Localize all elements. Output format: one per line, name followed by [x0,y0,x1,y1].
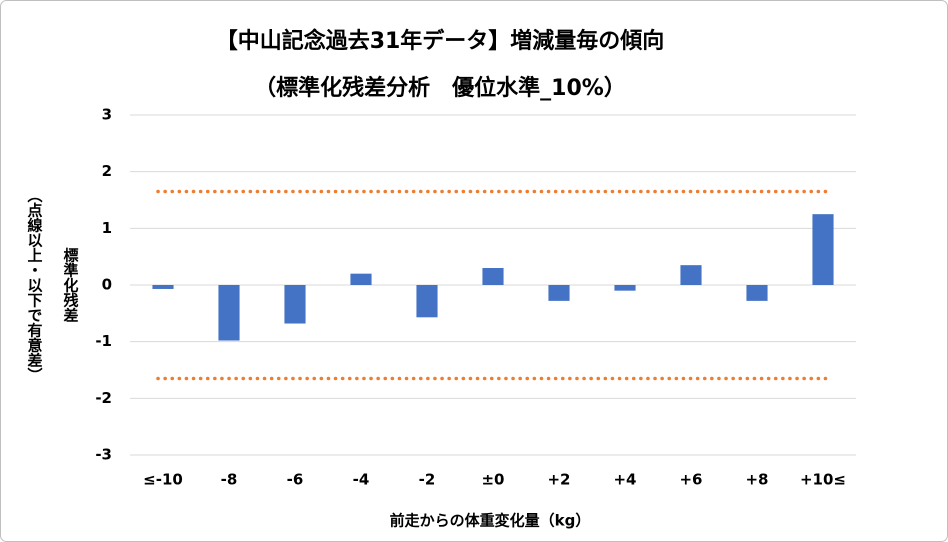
bar [680,265,702,285]
x-tick-label: +10≤ [800,471,846,489]
chart-title: 【中山記念過去31年データ】増減量毎の傾向 [216,28,665,54]
y-axis-note: （点線以上・以下で有意差） [26,188,44,383]
bar [614,285,636,291]
x-tick-label: ±0 [481,471,504,489]
bar [812,214,834,285]
chart-subtitle: （標準化残差分析 優位水準_10%） [254,75,626,101]
y-tick-label: 1 [102,219,112,237]
y-tick-label: 3 [102,106,112,124]
y-axis-label: 標準化残差 [62,247,80,323]
y-tick-label: 2 [102,162,112,180]
x-axis-label: 前走からの体重変化量（kg） [390,512,591,530]
bar [350,273,372,285]
bar [548,285,570,301]
x-tick-label: +8 [745,471,768,489]
x-tick-label: +6 [679,471,702,489]
bar [218,285,240,341]
x-tick-label: -8 [221,471,238,489]
x-tick-label: -6 [287,471,304,489]
y-tick-label: -3 [95,446,112,464]
x-tick-label: -2 [419,471,436,489]
bar [284,285,306,324]
x-tick-label: -4 [353,471,370,489]
bar [482,268,504,285]
y-tick-label: -2 [95,389,112,407]
bar [152,285,174,289]
bar [746,285,768,301]
x-tick-label: ≤-10 [143,471,183,489]
y-tick-label: -1 [95,332,112,350]
x-tick-label: +2 [547,471,570,489]
y-tick-label: 0 [102,276,112,294]
bar [416,285,438,318]
x-tick-label: +4 [613,471,636,489]
